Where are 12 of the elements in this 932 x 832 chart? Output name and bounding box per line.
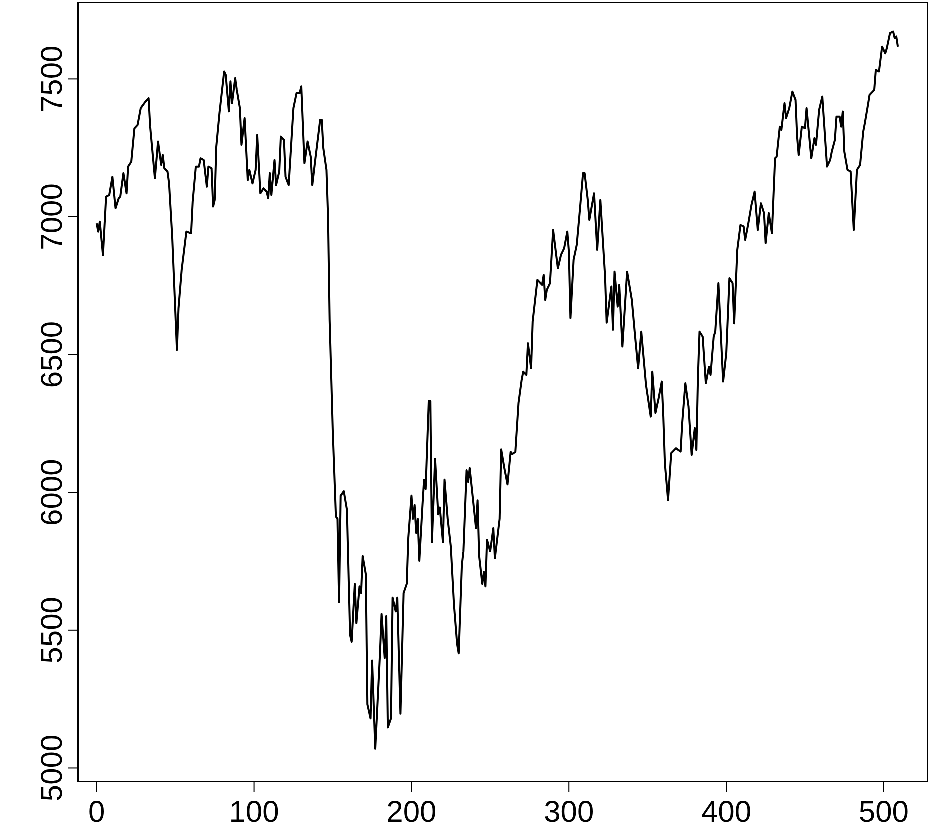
- x-tick-label: 300: [544, 796, 594, 829]
- x-tick-label: 0: [88, 796, 106, 829]
- y-tick-label: 5500: [36, 597, 69, 664]
- y-tick-label: 7000: [36, 184, 69, 250]
- x-tick-label: 200: [386, 796, 437, 829]
- y-tick-label: 6500: [36, 321, 69, 388]
- x-tick-label: 400: [701, 796, 752, 829]
- y-tick-label: 6000: [36, 459, 69, 526]
- x-tick-label: 100: [229, 796, 280, 829]
- y-tick-label: 5000: [36, 734, 69, 802]
- x-tick-label: 500: [858, 796, 909, 829]
- y-tick-label: 7500: [36, 46, 69, 113]
